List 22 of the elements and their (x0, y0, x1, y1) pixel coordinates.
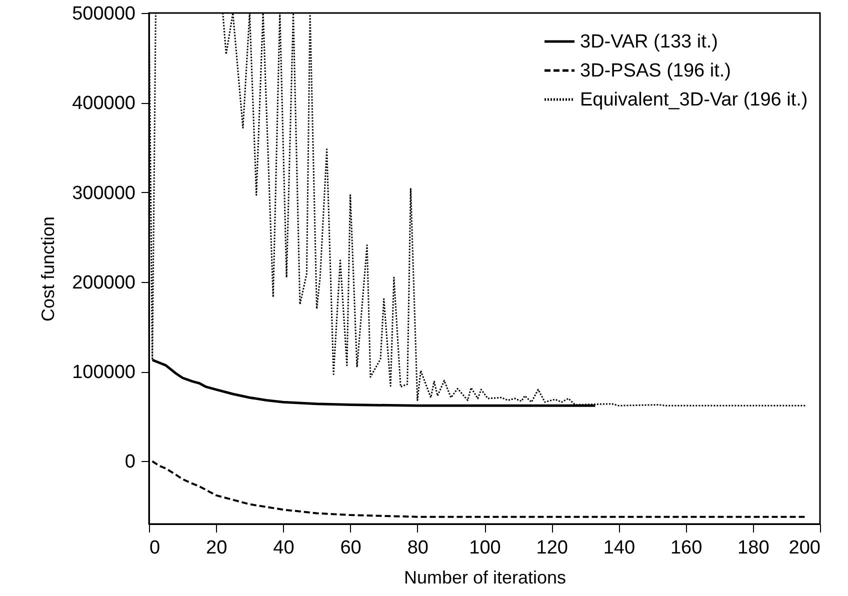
x-tick-label: 120 (536, 538, 568, 558)
x-tick-label: 20 (206, 538, 228, 558)
x-tick-label: 80 (407, 538, 428, 558)
x-tick-label: 180 (738, 538, 770, 558)
y-tick-label: 100000 (72, 362, 136, 384)
y-tick-label: 300000 (72, 182, 136, 204)
legend-label: 3D-PSAS (196 it.) (580, 60, 731, 82)
y-axis-title: Cost function (38, 216, 58, 322)
y-tick-label: 200000 (72, 272, 136, 294)
legend-label: 3D-VAR (133 it.) (580, 32, 718, 52)
legend-label: Equivalent_3D-Var (196 it.) (580, 90, 808, 110)
y-tick-label: 400000 (72, 93, 136, 114)
x-axis-title: Number of iterations (404, 568, 566, 588)
x-tick-label: 100 (469, 538, 501, 558)
x-tick-label: 0 (150, 538, 160, 558)
x-tick-label: 160 (670, 538, 702, 558)
x-tick-label: 60 (340, 538, 362, 558)
x-tick-label: 140 (603, 538, 636, 558)
y-tick-label: 500000 (72, 4, 136, 24)
y-tick-label: 0 (124, 452, 136, 473)
x-tick-label: 40 (273, 538, 294, 558)
x-tick-label: 200 (788, 538, 820, 558)
